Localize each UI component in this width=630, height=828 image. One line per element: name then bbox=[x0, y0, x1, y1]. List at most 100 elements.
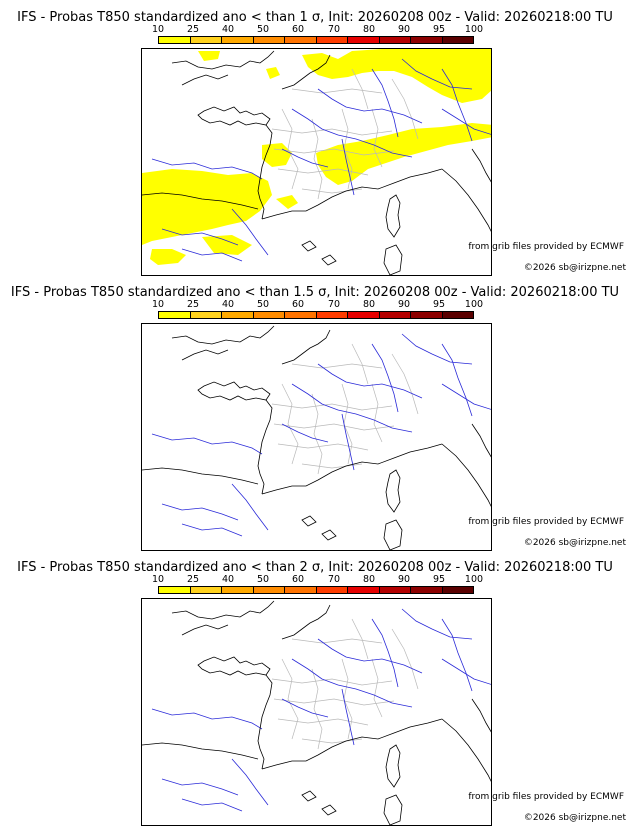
coastline-path bbox=[301, 790, 317, 802]
colorbar-label: 80 bbox=[362, 299, 376, 310]
map-frame bbox=[141, 598, 492, 826]
river-path bbox=[151, 158, 263, 180]
colorbar-cell bbox=[316, 37, 348, 43]
river-path bbox=[181, 798, 243, 812]
probability-area-path bbox=[276, 195, 298, 209]
coastline-path bbox=[301, 240, 317, 252]
colorbar-cell bbox=[222, 312, 254, 318]
probability-area-path bbox=[266, 67, 280, 79]
colorbar-cell bbox=[442, 312, 473, 318]
colorbar-cell bbox=[316, 312, 348, 318]
colorbar bbox=[158, 311, 474, 319]
river-path bbox=[231, 758, 269, 806]
coastline-path bbox=[171, 600, 275, 620]
river-path bbox=[441, 68, 473, 142]
river-path bbox=[341, 138, 355, 196]
map-frame bbox=[141, 323, 492, 551]
admin-border-path bbox=[301, 463, 363, 469]
probability-area-path bbox=[142, 169, 272, 245]
colorbar-label: 90 bbox=[397, 574, 411, 585]
river-path bbox=[317, 88, 423, 124]
colorbar-label: 100 bbox=[464, 24, 484, 35]
colorbar-cell bbox=[253, 587, 285, 593]
colorbar-cell bbox=[411, 312, 443, 318]
copyright-credit: ©2026 sb@irizpne.net bbox=[523, 813, 626, 823]
river-path bbox=[291, 108, 413, 158]
rivers bbox=[151, 333, 491, 537]
coastline-path bbox=[197, 381, 271, 401]
colorbar-label: 70 bbox=[327, 574, 341, 585]
colorbar-label: 90 bbox=[397, 24, 411, 35]
river-path bbox=[281, 148, 329, 168]
colorbar-cell bbox=[442, 587, 473, 593]
river-path bbox=[371, 618, 399, 688]
colorbar-cell bbox=[379, 37, 411, 43]
panel-title: IFS - Probas T850 standardized ano < tha… bbox=[10, 285, 620, 300]
colorbar-cell bbox=[222, 587, 254, 593]
admin-border-path bbox=[281, 658, 299, 740]
river-path bbox=[401, 333, 473, 365]
colorbar-label: 80 bbox=[362, 24, 376, 35]
colorbar-label: 25 bbox=[186, 574, 200, 585]
colorbar-cell bbox=[411, 587, 443, 593]
colorbar-cell bbox=[190, 312, 222, 318]
admin-border-path bbox=[291, 638, 383, 644]
coastline-path bbox=[321, 529, 337, 541]
coastline-path bbox=[385, 744, 401, 788]
coastline-path bbox=[171, 325, 275, 345]
coastline-path bbox=[441, 168, 491, 232]
colorbar-label: 50 bbox=[256, 574, 270, 585]
colorbar-label: 50 bbox=[256, 299, 270, 310]
coastline-path bbox=[383, 794, 403, 825]
admin-border-path bbox=[371, 383, 383, 443]
admin-border-path bbox=[351, 68, 369, 110]
colorbar-cell bbox=[348, 587, 380, 593]
coastlines bbox=[142, 325, 491, 550]
river-path bbox=[317, 638, 423, 674]
coastline-path bbox=[281, 329, 331, 365]
colorbar-label: 80 bbox=[362, 574, 376, 585]
basemap bbox=[142, 325, 491, 550]
colorbar-labels: 10 25 40 50 60 70 80 90 95 100 bbox=[148, 24, 488, 35]
admin-border-path bbox=[311, 118, 323, 200]
colorbar-cell bbox=[159, 587, 191, 593]
coastline-path bbox=[257, 124, 273, 220]
colorbar bbox=[158, 586, 474, 594]
colorbar-cell bbox=[285, 37, 317, 43]
coastline-path bbox=[142, 467, 259, 485]
admin-border-path bbox=[273, 148, 395, 156]
basemap bbox=[142, 600, 491, 825]
river-path bbox=[161, 228, 239, 246]
coastlines bbox=[142, 50, 491, 275]
admin-border-path bbox=[391, 353, 419, 415]
colorbar-label: 95 bbox=[432, 299, 446, 310]
admin-border-path bbox=[291, 88, 383, 94]
colorbar-label: 70 bbox=[327, 299, 341, 310]
copyright-credit: ©2026 sb@irizpne.net bbox=[523, 538, 626, 548]
colorbar-label: 40 bbox=[221, 24, 235, 35]
colorbar-cell bbox=[285, 587, 317, 593]
panel-title: IFS - Probas T850 standardized ano < tha… bbox=[17, 560, 613, 575]
river-path bbox=[161, 503, 239, 521]
basemap bbox=[142, 49, 491, 275]
colorbar-label: 10 bbox=[151, 299, 165, 310]
coastline-path bbox=[281, 604, 331, 640]
coastline-path bbox=[441, 443, 491, 507]
colorbar-cell bbox=[348, 37, 380, 43]
source-credit: from grib files provided by ECMWF bbox=[468, 242, 624, 252]
admin-border-path bbox=[311, 393, 323, 475]
coastline-path bbox=[383, 519, 403, 550]
admin-borders bbox=[271, 343, 419, 475]
river-path bbox=[231, 483, 269, 531]
admin-borders bbox=[271, 68, 419, 200]
coastline-path bbox=[257, 674, 273, 770]
river-path bbox=[281, 698, 329, 718]
coastline-path bbox=[383, 244, 403, 275]
river-path bbox=[151, 708, 263, 730]
admin-border-path bbox=[277, 718, 369, 726]
river-path bbox=[441, 343, 473, 417]
coastlines bbox=[142, 600, 491, 825]
colorbar-cell bbox=[190, 587, 222, 593]
colorbar-label: 40 bbox=[221, 299, 235, 310]
colorbar-cell bbox=[316, 587, 348, 593]
